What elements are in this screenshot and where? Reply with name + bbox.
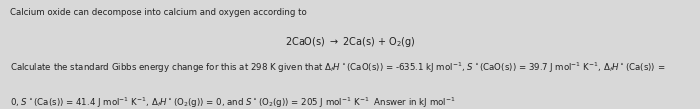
Text: 2CaO(s) $\rightarrow$ 2Ca(s) + O$_2$(g): 2CaO(s) $\rightarrow$ 2Ca(s) + O$_2$(g)	[285, 35, 415, 49]
Text: Calculate the standard Gibbs energy change for this at 298 K given that $\Delta_: Calculate the standard Gibbs energy chan…	[10, 61, 666, 75]
Text: Calcium oxide can decompose into calcium and oxygen according to: Calcium oxide can decompose into calcium…	[10, 8, 307, 17]
Text: 0, $S^\circ$(Ca(s)) = 41.4 J mol$^{-1}$ K$^{-1}$, $\Delta_f H^\circ$(O$_2$(g)) =: 0, $S^\circ$(Ca(s)) = 41.4 J mol$^{-1}$ …	[10, 96, 456, 109]
